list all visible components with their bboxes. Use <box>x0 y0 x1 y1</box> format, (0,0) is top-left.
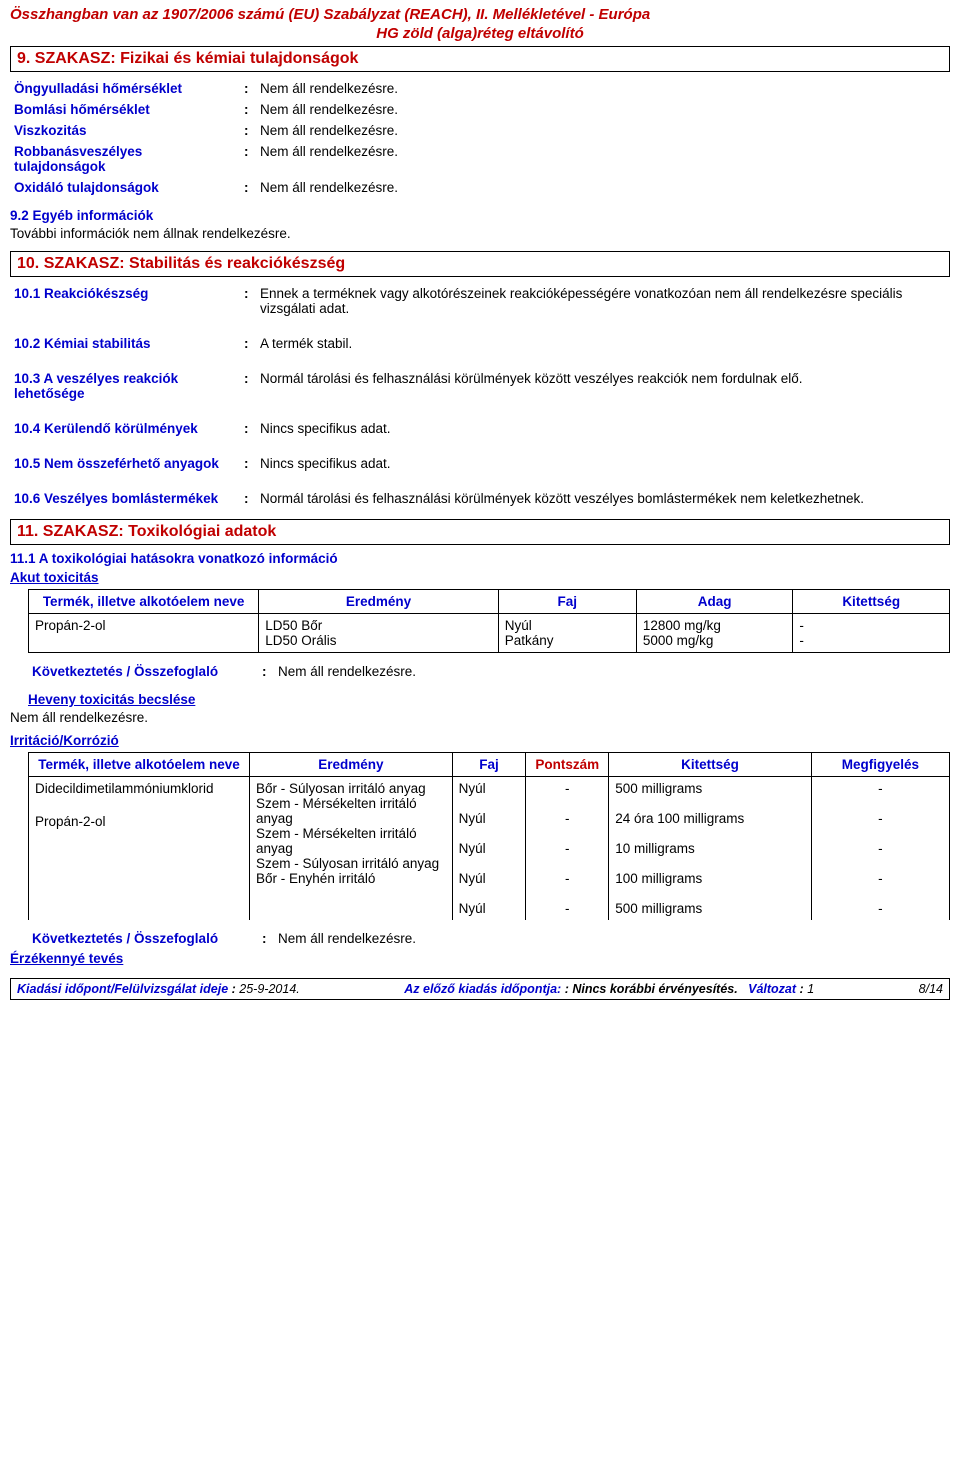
akut-conclusion: Következtetés / Összefoglaló:Nem áll ren… <box>28 661 950 682</box>
section9-2-text: További információk nem állnak rendelkez… <box>10 226 950 241</box>
td: Propán-2-ol <box>29 614 259 653</box>
td: 500 milligrams 24 óra 100 milligrams 10 … <box>609 777 812 921</box>
colon: : <box>240 78 256 99</box>
section10-props: 10.1 Reakciókészség:Ennek a terméknek va… <box>10 283 950 509</box>
kv-value: Nem áll rendelkezésre. <box>256 99 950 120</box>
th: Termék, illetve alkotóelem neve <box>29 753 250 777</box>
table-row: Propán-2-ol LD50 BőrLD50 Orális NyúlPatk… <box>29 614 950 653</box>
irr-conclusion: Következtetés / Összefoglaló:Nem áll ren… <box>28 928 950 949</box>
kv-value: Nem áll rendelkezésre. <box>274 928 950 949</box>
th: Megfigyelés <box>811 753 949 777</box>
footer-right-value: 1 <box>807 982 814 996</box>
footer-left-label: Kiadási időpont/Felülvizsgálat ideje <box>17 982 228 996</box>
kv-value: Nem áll rendelkezésre. <box>256 78 950 99</box>
kv-value: Nem áll rendelkezésre. <box>256 120 950 141</box>
kv-value: Normál tárolási és felhasználási körülmé… <box>256 488 950 509</box>
th: Kitettség <box>793 590 950 614</box>
td: LD50 BőrLD50 Orális <box>259 614 498 653</box>
kv-value: Ennek a terméknek vagy alkotórészeinek r… <box>256 283 950 319</box>
heveny-heading: Heveny toxicitás becslése <box>28 692 950 707</box>
colon: : <box>240 453 256 474</box>
akut-tox-table: Termék, illetve alkotóelem neve Eredmény… <box>28 589 950 653</box>
colon: : <box>258 661 274 682</box>
kv-label: Bomlási hőmérséklet <box>10 99 240 120</box>
section10-box: 10. SZAKASZ: Stabilitás és reakciókészsé… <box>10 251 950 277</box>
colon: : <box>240 488 256 509</box>
colon: : <box>240 283 256 319</box>
regulation-header: Összhangban van az 1907/2006 számú (EU) … <box>10 6 950 23</box>
erzekennye-heading: Érzékennyé tevés <box>10 951 950 966</box>
td: - - - - - <box>526 777 609 921</box>
kv-value: Normál tárolási és felhasználási körülmé… <box>256 368 950 404</box>
kv-label: 10.3 A veszélyes reakciók lehetősége <box>10 368 240 404</box>
colon: : <box>240 141 256 177</box>
akut-tox-heading: Akut toxicitás <box>10 570 950 585</box>
td: NyúlPatkány <box>498 614 636 653</box>
section11-1-heading: 11.1 A toxikológiai hatásokra vonatkozó … <box>10 551 950 566</box>
colon: : <box>240 333 256 354</box>
kv-label: Robbanásveszélyes tulajdonságok <box>10 141 240 177</box>
th: Eredmény <box>250 753 453 777</box>
kv-label: 10.5 Nem összeférhető anyagok <box>10 453 240 474</box>
kv-label: 10.1 Reakciókészség <box>10 283 240 319</box>
kv-label: Viszkozitás <box>10 120 240 141</box>
page-footer: Kiadási időpont/Felülvizsgálat ideje : 2… <box>10 978 950 1000</box>
td: 12800 mg/kg5000 mg/kg <box>636 614 793 653</box>
td: Nyúl Nyúl Nyúl Nyúl Nyúl <box>452 777 526 921</box>
kv-label: Következtetés / Összefoglaló <box>28 661 258 682</box>
product-name: HG zöld (alga)réteg eltávolító <box>10 25 950 42</box>
th: Faj <box>498 590 636 614</box>
irritacio-table: Termék, illetve alkotóelem neve Eredmény… <box>28 752 950 920</box>
colon: : <box>240 120 256 141</box>
colon: : <box>240 177 256 198</box>
section9-box: 9. SZAKASZ: Fizikai és kémiai tulajdonsá… <box>10 46 950 72</box>
kv-label: 10.4 Kerülendő körülmények <box>10 418 240 439</box>
th: Adag <box>636 590 793 614</box>
footer-left-value: 25-9-2014. <box>239 982 299 996</box>
kv-label: Oxidáló tulajdonságok <box>10 177 240 198</box>
section9-props: Öngyulladási hőmérséklet:Nem áll rendelk… <box>10 78 950 198</box>
td: -- <box>793 614 950 653</box>
heveny-text: Nem áll rendelkezésre. <box>10 710 950 725</box>
footer-right-label: Változat <box>748 982 796 996</box>
section11-title: 11. SZAKASZ: Toxikológiai adatok <box>17 523 276 540</box>
colon: : <box>240 418 256 439</box>
th: Eredmény <box>259 590 498 614</box>
irritacio-heading: Irritáció/Korrózió <box>10 733 950 748</box>
kv-value: Nincs specifikus adat. <box>256 453 950 474</box>
section9-title: 9. SZAKASZ: Fizikai és kémiai tulajdonsá… <box>17 50 358 67</box>
page-number: 8/14 <box>919 982 943 996</box>
footer-mid-value: Nincs korábbi érvényesítés. <box>572 982 737 996</box>
td: Didecildimetilammóniumklorid Propán-2-ol <box>29 777 250 921</box>
colon: : <box>240 368 256 404</box>
th: Pontszám <box>526 753 609 777</box>
colon: : <box>240 99 256 120</box>
section10-title: 10. SZAKASZ: Stabilitás és reakciókészsé… <box>17 255 345 272</box>
td: - - - - - <box>811 777 949 921</box>
kv-value: A termék stabil. <box>256 333 950 354</box>
kv-value: Nincs specifikus adat. <box>256 418 950 439</box>
colon: : <box>258 928 274 949</box>
th: Faj <box>452 753 526 777</box>
kv-label: Következtetés / Összefoglaló <box>28 928 258 949</box>
kv-label: Öngyulladási hőmérséklet <box>10 78 240 99</box>
td: Bőr - Súlyosan irritáló anyag Szem - Mér… <box>250 777 453 921</box>
th: Kitettség <box>609 753 812 777</box>
section11-box: 11. SZAKASZ: Toxikológiai adatok <box>10 519 950 545</box>
kv-label: 10.2 Kémiai stabilitás <box>10 333 240 354</box>
kv-value: Nem áll rendelkezésre. <box>274 661 950 682</box>
th: Termék, illetve alkotóelem neve <box>29 590 259 614</box>
section9-2-heading: 9.2 Egyéb információk <box>10 208 950 223</box>
kv-value: Nem áll rendelkezésre. <box>256 177 950 198</box>
footer-mid-label: Az előző kiadás időpontja: <box>404 982 561 996</box>
kv-value: Nem áll rendelkezésre. <box>256 141 950 177</box>
table-row: Didecildimetilammóniumklorid Propán-2-ol… <box>29 777 950 921</box>
kv-label: 10.6 Veszélyes bomlástermékek <box>10 488 240 509</box>
